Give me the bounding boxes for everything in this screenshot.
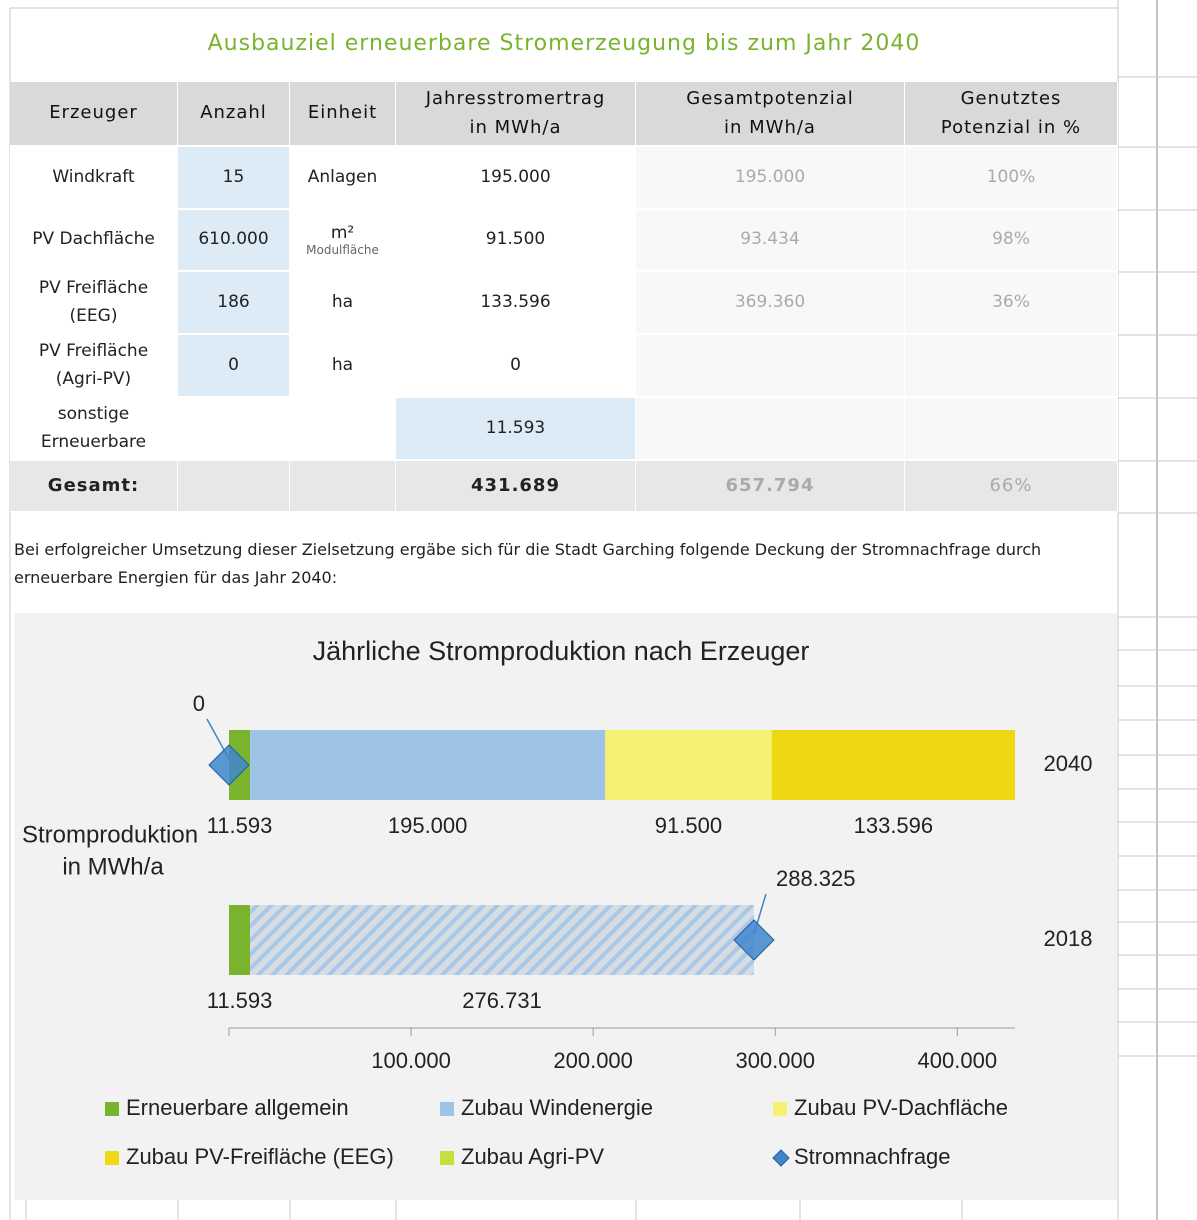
legend-swatch bbox=[440, 1151, 454, 1165]
cell bbox=[636, 335, 905, 398]
x-tick-label: 300.000 bbox=[735, 1048, 815, 1073]
x-tick-label: 400.000 bbox=[918, 1048, 998, 1073]
header-cell: Genutztes Potenzial in % bbox=[905, 82, 1118, 147]
legend-label: Zubau Agri-PV bbox=[461, 1144, 604, 1169]
header-cell: Erzeuger bbox=[10, 82, 178, 147]
cell: ha bbox=[290, 272, 396, 335]
chart-title: Jährliche Stromproduktion nach Erzeuger bbox=[313, 636, 810, 666]
cell: PV Freifläche (EEG) bbox=[10, 272, 178, 335]
legend-label: Stromnachfrage bbox=[794, 1144, 951, 1169]
cell bbox=[636, 398, 905, 461]
x-tick-label: 200.000 bbox=[553, 1048, 633, 1073]
legend-swatch bbox=[105, 1102, 119, 1116]
cell: 11.593 bbox=[396, 398, 636, 461]
cell: 186 bbox=[178, 272, 290, 335]
header-cell: Anzahl bbox=[178, 82, 290, 147]
cell: PV Dachfläche bbox=[10, 210, 178, 272]
legend-swatch bbox=[773, 1102, 787, 1116]
cell bbox=[290, 398, 396, 461]
bar-segment bbox=[771, 730, 1015, 800]
cell bbox=[905, 398, 1118, 461]
cell: Windkraft bbox=[10, 147, 178, 210]
legend-label: Zubau PV-Dachfläche bbox=[794, 1095, 1008, 1120]
data-label: 195.000 bbox=[388, 813, 468, 838]
category-label: 2018 bbox=[1044, 926, 1093, 951]
unit-note: Modulfläche bbox=[306, 242, 379, 257]
data-label: 276.731 bbox=[462, 988, 542, 1013]
sheet-title: Ausbauziel erneuerbare Stromerzeugung bi… bbox=[207, 30, 921, 56]
bar-segment bbox=[250, 730, 606, 800]
legend-swatch bbox=[105, 1151, 119, 1165]
legend-label: Zubau PV-Freifläche (EEG) bbox=[126, 1144, 394, 1169]
cell: 0 bbox=[396, 335, 636, 398]
header-cell: Jahresstromertrag in MWh/a bbox=[396, 82, 636, 147]
data-label: 11.593 bbox=[207, 813, 273, 838]
cell: 133.596 bbox=[396, 272, 636, 335]
data-label: 288.325 bbox=[776, 866, 856, 891]
header-cell: Einheit bbox=[290, 82, 396, 147]
cell: 36% bbox=[905, 272, 1118, 335]
cell: 369.360 bbox=[636, 272, 905, 335]
sheet-grid bbox=[9, 0, 1197, 1220]
y-axis-label: in MWh/a bbox=[62, 853, 164, 880]
cell: 195.000 bbox=[396, 147, 636, 210]
bar-segment bbox=[229, 905, 251, 975]
cell: 91.500 bbox=[396, 210, 636, 272]
data-label: 133.596 bbox=[854, 813, 934, 838]
cell: ha bbox=[290, 335, 396, 398]
cell: sonstige Erneuerbare bbox=[10, 398, 178, 461]
x-tick-label: 100.000 bbox=[371, 1048, 451, 1073]
cell: 0 bbox=[178, 335, 290, 398]
marker bbox=[208, 744, 250, 786]
data-label: 91.500 bbox=[655, 813, 722, 838]
cell: 610.000 bbox=[178, 210, 290, 272]
unit: m² bbox=[330, 223, 355, 244]
category-label: 2040 bbox=[1044, 751, 1093, 776]
cell: 93.434 bbox=[636, 210, 905, 272]
data-label: 11.593 bbox=[207, 988, 273, 1013]
cell bbox=[905, 335, 1118, 398]
legend-label: Erneuerbare allgemein bbox=[126, 1095, 349, 1120]
cell: 431.689 bbox=[396, 461, 636, 513]
cell: 15 bbox=[178, 147, 290, 210]
y-axis-label: Stromproduktion bbox=[22, 821, 198, 848]
marker bbox=[733, 919, 775, 961]
legend-swatch bbox=[772, 1149, 790, 1167]
bar-segment bbox=[605, 730, 772, 800]
legend-label: Zubau Windenergie bbox=[461, 1095, 653, 1120]
bar-segment bbox=[250, 905, 754, 975]
cell bbox=[178, 398, 290, 461]
cell: Anlagen bbox=[290, 147, 396, 210]
legend-swatch bbox=[440, 1102, 454, 1116]
cell: Gesamt: bbox=[10, 461, 178, 513]
cell bbox=[178, 461, 290, 513]
cell: m² Modulfläche bbox=[290, 210, 396, 272]
cell: 657.794 bbox=[636, 461, 905, 513]
cell: 100% bbox=[905, 147, 1118, 210]
cell: 195.000 bbox=[636, 147, 905, 210]
cell: 98% bbox=[905, 210, 1118, 272]
data-label: 0 bbox=[193, 691, 205, 716]
cell: 66% bbox=[905, 461, 1118, 513]
header-cell: Gesamtpotenzial in MWh/a bbox=[636, 82, 905, 147]
cell: PV Freifläche (Agri-PV) bbox=[10, 335, 178, 398]
cell bbox=[290, 461, 396, 513]
paragraph: Bei erfolgreicher Umsetzung dieser Ziels… bbox=[14, 540, 1042, 587]
